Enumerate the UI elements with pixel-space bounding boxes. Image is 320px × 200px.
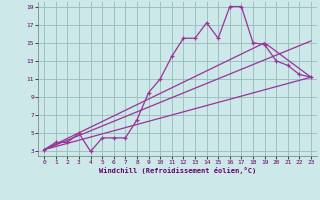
X-axis label: Windchill (Refroidissement éolien,°C): Windchill (Refroidissement éolien,°C) <box>99 167 256 174</box>
